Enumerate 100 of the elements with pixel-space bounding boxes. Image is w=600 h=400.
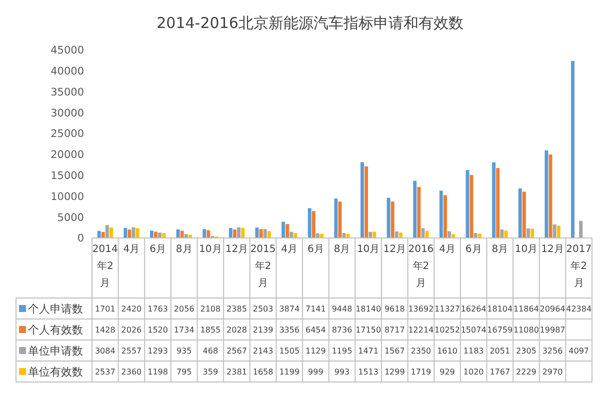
bar [188,234,192,238]
data-label: 1293 [148,346,168,356]
data-label: 10252 [434,325,460,334]
x-tick-label: 10月 [199,244,222,255]
bar [241,228,245,238]
bar [360,162,364,238]
y-tick-label: 20000 [50,149,84,162]
data-label: 2056 [174,304,194,314]
data-label: 8717 [384,325,405,334]
data-label: 2051 [490,346,510,356]
data-label: 1505 [279,346,300,356]
x-tick-label: 10月 [356,244,380,255]
bar [372,232,376,238]
bar [368,232,372,238]
bar [496,168,500,238]
bar [448,231,452,238]
legend-label: 个人申请数 [28,302,83,316]
data-label: 795 [176,367,192,376]
data-label: 468 [202,346,218,356]
x-tick-label: 8月 [176,244,192,255]
data-label: 16264 [460,304,486,314]
bar [267,231,271,238]
y-tick-label: 10000 [50,190,84,203]
data-label: 20964 [540,304,566,314]
data-label: 929 [440,367,455,376]
data-label: 2385 [226,304,247,314]
data-label: 9448 [332,304,352,314]
data-label: 2026 [121,325,142,334]
bar [556,226,560,238]
data-label: 1513 [358,367,378,376]
x-tick-label: 2014年2月 [92,244,118,289]
x-tick-label: 4月 [123,244,140,255]
bar [364,166,368,238]
data-label: 2350 [410,346,432,356]
data-label: 2028 [226,325,247,334]
x-tick-label: 6月 [150,244,166,255]
legend-label: 单位申请数 [28,344,83,358]
bar [518,188,522,238]
legend-label: 个人有效数 [28,323,83,336]
data-label: 1734 [174,325,194,334]
bar [526,228,530,238]
data-label: 2557 [121,346,142,356]
legend-label: 单位有效数 [28,365,83,378]
bar [124,228,128,238]
data-label: 1020 [463,367,484,376]
bar [398,232,402,238]
data-label: 1299 [384,367,405,376]
data-label: 16759 [487,325,513,334]
data-label: 1471 [358,346,378,356]
bar [492,162,496,238]
bar [470,175,474,238]
bar [342,233,346,238]
bar [255,228,259,238]
y-tick-label: 0 [77,232,84,245]
data-label: 6454 [306,325,326,334]
data-label: 1855 [200,325,221,334]
x-tick-label: 12月 [383,244,406,255]
x-tick-label: 2015年2月 [250,244,276,289]
bar [386,198,390,238]
bar [110,227,113,238]
data-label: 15074 [460,325,486,334]
bar [162,232,166,238]
data-label: 7141 [306,304,326,314]
bar [136,228,140,238]
data-label: 1701 [94,304,116,314]
chart-title: 2014-2016北京新能源汽车指标申请和有效数 [156,14,464,32]
bar [579,220,583,238]
data-label: 2537 [94,367,116,376]
bar [334,198,338,238]
data-label: 999 [308,367,324,376]
data-label: 11080 [513,325,539,334]
data-label: 3874 [279,304,300,314]
data-label: 3356 [279,325,300,334]
data-label: 2108 [200,304,221,314]
bar [202,229,206,238]
x-tick-label: 4月 [281,244,298,255]
data-label: 2305 [516,346,536,356]
data-label: 1183 [463,346,484,356]
data-label: 1520 [148,325,168,334]
x-tick-label: 2017年2月 [566,244,592,289]
bar [101,232,105,238]
bar [439,190,443,238]
data-label: 1567 [384,346,405,356]
x-tick-label: 4月 [439,244,456,255]
x-tick-label: 8月 [492,244,508,255]
data-label: 1767 [490,367,510,376]
data-label: 12214 [408,325,434,334]
bar [452,234,456,238]
bar [417,186,421,238]
data-label: 2143 [252,346,274,356]
data-label: 42384 [566,304,592,314]
bar [390,202,394,238]
bar [158,232,162,238]
bar [571,60,574,238]
bar [105,225,109,238]
data-label: 17150 [356,325,382,334]
data-label: 1719 [410,367,432,376]
y-tick-label: 5000 [57,212,84,224]
data-label: 935 [176,346,192,356]
bar [478,234,482,238]
